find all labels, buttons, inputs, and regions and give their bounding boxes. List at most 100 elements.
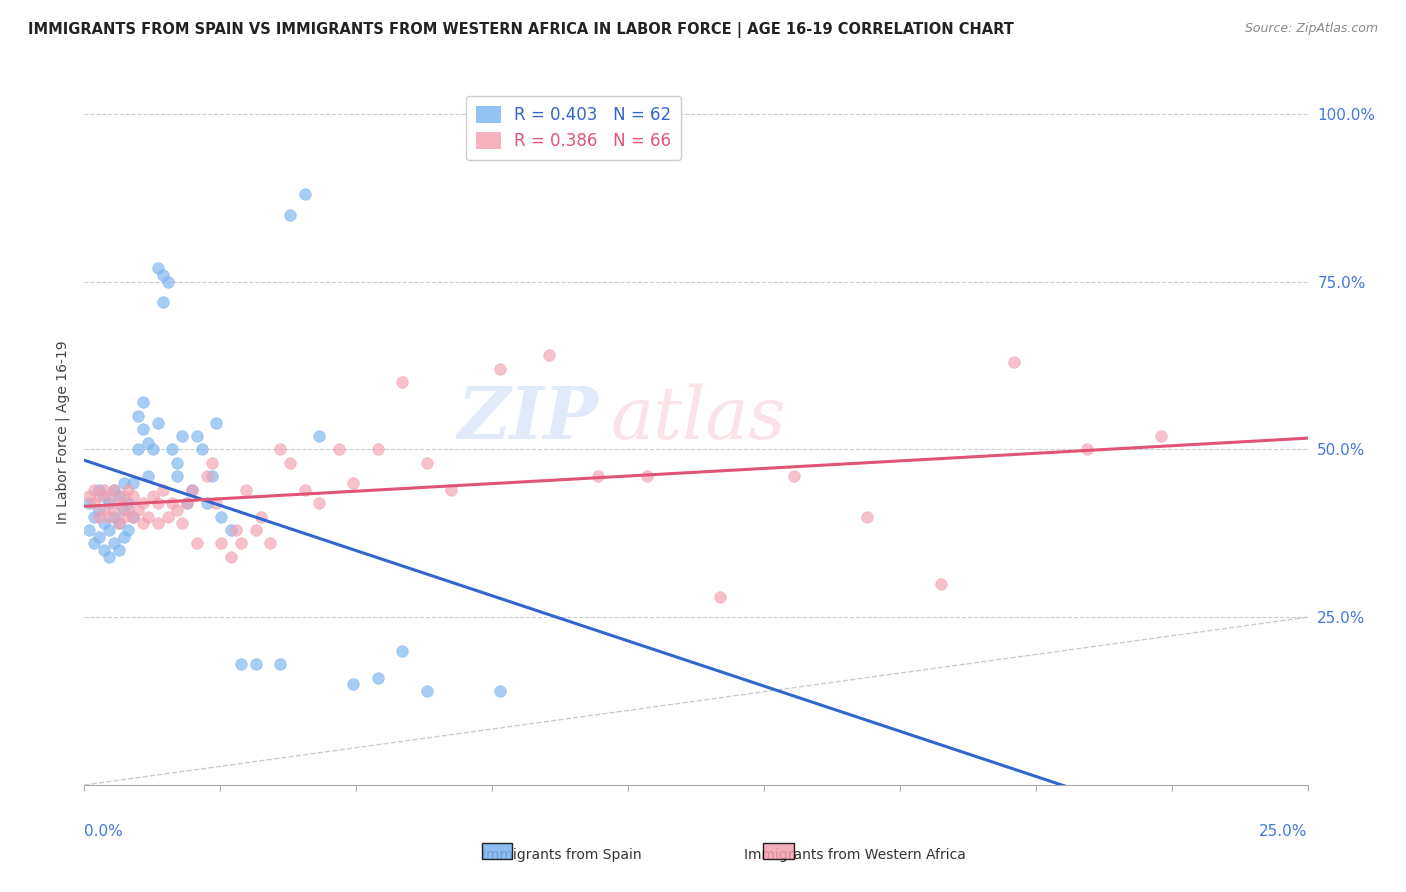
Text: 0.0%: 0.0% (84, 823, 124, 838)
Point (112, 503, 135, 517)
Point (416, 456, 439, 470)
Point (93, 489, 115, 503)
Point (122, 489, 145, 503)
Point (209, 509, 232, 524)
FancyBboxPatch shape (482, 844, 513, 859)
Point (87, 503, 110, 517)
Point (328, 442, 350, 457)
Point (83, 536, 105, 550)
Point (77, 523, 100, 537)
Point (259, 536, 281, 550)
Point (112, 489, 135, 503)
Point (342, 475, 364, 490)
Point (195, 496, 218, 510)
Point (107, 516, 129, 531)
Point (235, 483, 257, 497)
Point (93, 543, 115, 558)
Point (103, 483, 125, 497)
Point (308, 429, 330, 443)
Point (245, 657, 267, 672)
Point (112, 509, 135, 524)
Point (181, 483, 204, 497)
Point (127, 409, 149, 423)
Point (142, 489, 165, 503)
Point (87, 530, 110, 544)
Point (127, 442, 149, 457)
Text: ZIP: ZIP (457, 383, 598, 454)
Point (132, 422, 155, 436)
Point (152, 483, 174, 497)
Point (205, 416, 228, 430)
Point (856, 509, 879, 524)
Point (117, 523, 139, 537)
Text: Immigrants from Spain: Immigrants from Spain (482, 848, 641, 863)
Point (391, 644, 413, 658)
Point (122, 509, 145, 524)
Point (93, 516, 115, 531)
Point (416, 684, 439, 698)
Point (166, 456, 188, 470)
Point (87, 509, 110, 524)
Text: Immigrants from Western Africa: Immigrants from Western Africa (744, 848, 966, 863)
Point (162, 442, 184, 457)
Point (367, 671, 389, 685)
Point (209, 536, 232, 550)
Point (132, 516, 155, 531)
Point (103, 503, 125, 517)
Point (156, 275, 179, 289)
Point (219, 549, 242, 564)
Point (172, 429, 194, 443)
Y-axis label: In Labor Force | Age 16-19: In Labor Force | Age 16-19 (56, 341, 70, 524)
Point (97, 489, 120, 503)
Text: 25.0%: 25.0% (1260, 823, 1308, 838)
Point (117, 503, 139, 517)
Text: atlas: atlas (610, 384, 786, 454)
Point (225, 523, 247, 537)
Point (191, 442, 214, 457)
Point (294, 483, 316, 497)
Point (1150, 429, 1173, 443)
Point (229, 657, 252, 672)
Point (146, 261, 169, 276)
Point (278, 207, 301, 221)
Point (249, 509, 271, 524)
Point (278, 456, 301, 470)
Point (440, 483, 463, 497)
Point (107, 489, 129, 503)
Point (709, 590, 731, 604)
Point (489, 362, 512, 376)
Point (195, 469, 218, 483)
Point (132, 395, 155, 409)
Point (166, 503, 188, 517)
Point (156, 509, 179, 524)
Point (245, 523, 267, 537)
Point (132, 496, 155, 510)
Point (152, 294, 174, 309)
Text: Source: ZipAtlas.com: Source: ZipAtlas.com (1244, 22, 1378, 36)
Point (87, 489, 110, 503)
Point (200, 456, 222, 470)
Point (146, 416, 169, 430)
Point (97, 549, 120, 564)
Point (186, 429, 208, 443)
Point (117, 483, 139, 497)
Point (103, 483, 125, 497)
Point (107, 516, 129, 531)
Point (308, 496, 330, 510)
Point (269, 442, 291, 457)
Point (586, 469, 609, 483)
Point (142, 442, 165, 457)
Point (205, 496, 228, 510)
Point (176, 496, 198, 510)
Point (83, 509, 105, 524)
Point (136, 509, 159, 524)
Point (219, 523, 242, 537)
Point (783, 469, 806, 483)
Point (112, 475, 135, 490)
Point (97, 523, 120, 537)
Point (107, 496, 129, 510)
Point (1076, 442, 1098, 457)
Point (93, 503, 115, 517)
Point (294, 187, 316, 202)
Point (146, 496, 169, 510)
